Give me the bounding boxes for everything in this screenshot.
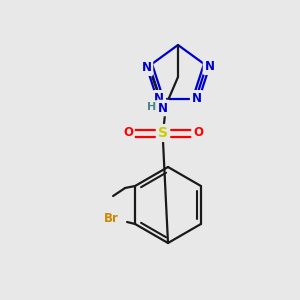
Text: N: N: [205, 60, 214, 73]
Text: N: N: [158, 101, 168, 115]
Text: S: S: [158, 126, 168, 140]
Text: Br: Br: [104, 212, 119, 226]
Text: H: H: [147, 102, 157, 112]
Text: O: O: [193, 127, 203, 140]
Text: N: N: [192, 92, 202, 105]
Text: N: N: [142, 61, 152, 74]
Text: O: O: [123, 127, 133, 140]
Text: N: N: [154, 92, 164, 105]
